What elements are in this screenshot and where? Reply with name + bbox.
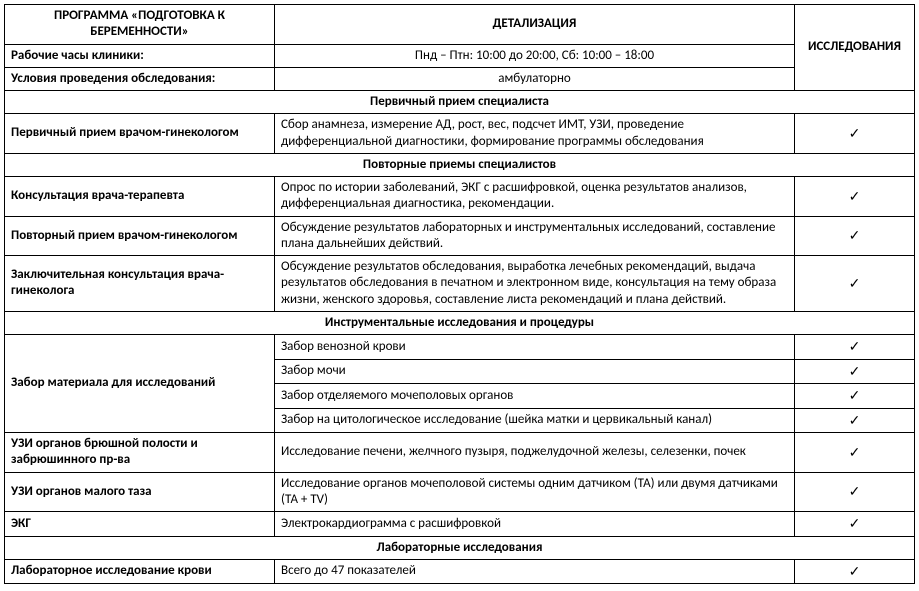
check-icon: ✓ xyxy=(795,559,915,584)
hours-value: Пнд – Птн: 10:00 до 20:00, Сб: 10:00 – 1… xyxy=(275,44,795,67)
service-name: Повторный прием врачом-гинекологом xyxy=(5,216,275,256)
section-row: Инструментальные исследования и процедур… xyxy=(5,311,915,334)
check-icon: ✓ xyxy=(795,384,915,409)
conditions-row: Условия проведения обследования: амбулат… xyxy=(5,67,915,90)
service-name: Лабораторное исследование крови xyxy=(5,559,275,584)
service-name: Консультация врача-терапевта xyxy=(5,177,275,217)
service-detail: Забор отделяемого мочеполовых органов xyxy=(275,384,795,409)
service-name: УЗИ органов брюшной полости и забрюшинно… xyxy=(5,433,275,473)
conditions-value: амбулаторно xyxy=(275,67,795,90)
section-row: Лабораторные исследования xyxy=(5,536,915,559)
table-row: Консультация врача-терапевта Опрос по ис… xyxy=(5,177,915,217)
table-row: Заключительная консультация врача-гинеко… xyxy=(5,256,915,312)
table-row: ЭКГ Электрокардиограмма с расшифровкой ✓ xyxy=(5,512,915,537)
check-icon: ✓ xyxy=(795,216,915,256)
service-name: Заключительная консультация врача-гинеко… xyxy=(5,256,275,312)
service-detail: Исследование печени, желчного пузыря, по… xyxy=(275,433,795,473)
header-detail: ДЕТАЛИЗАЦИЯ xyxy=(275,5,795,45)
service-name: Забор материала для исследований xyxy=(5,335,275,433)
service-detail: Сбор анамнеза, измерение АД, рост, вес, … xyxy=(275,114,795,154)
service-detail: Забор мочи xyxy=(275,359,795,384)
service-detail: Всего до 47 показателей xyxy=(275,559,795,584)
service-detail: Забор на цитологическое исследование (ше… xyxy=(275,408,795,433)
service-name: Первичный прием врачом-гинекологом xyxy=(5,114,275,154)
service-detail: Исследование органов мочеполовой системы… xyxy=(275,472,795,512)
section-primary: Первичный прием специалиста xyxy=(5,91,915,114)
check-icon: ✓ xyxy=(795,177,915,217)
header-row: ПРОГРАММА «ПОДГОТОВКА К БЕРЕМЕННОСТИ» ДЕ… xyxy=(5,5,915,45)
service-detail: Опрос по истории заболеваний, ЭКГ с расш… xyxy=(275,177,795,217)
section-row: Повторные приемы специалистов xyxy=(5,153,915,176)
check-icon: ✓ xyxy=(795,472,915,512)
section-instrumental: Инструментальные исследования и процедур… xyxy=(5,311,915,334)
service-detail: Забор венозной крови xyxy=(275,335,795,360)
check-icon: ✓ xyxy=(795,335,915,360)
table-row: Забор материала для исследований Забор в… xyxy=(5,335,915,360)
check-icon: ✓ xyxy=(795,433,915,473)
hours-label: Рабочие часы клиники: xyxy=(5,44,275,67)
program-table: ПРОГРАММА «ПОДГОТОВКА К БЕРЕМЕННОСТИ» ДЕ… xyxy=(4,4,915,584)
check-icon: ✓ xyxy=(795,256,915,312)
section-row: Первичный прием специалиста xyxy=(5,91,915,114)
table-row: Лабораторное исследование крови Всего до… xyxy=(5,559,915,584)
service-name: ЭКГ xyxy=(5,512,275,537)
check-icon: ✓ xyxy=(795,359,915,384)
conditions-label: Условия проведения обследования: xyxy=(5,67,275,90)
service-detail: Обсуждение результатов лабораторных и ин… xyxy=(275,216,795,256)
service-name: УЗИ органов малого таза xyxy=(5,472,275,512)
table-row: УЗИ органов брюшной полости и забрюшинно… xyxy=(5,433,915,473)
section-repeat: Повторные приемы специалистов xyxy=(5,153,915,176)
check-icon: ✓ xyxy=(795,512,915,537)
check-icon: ✓ xyxy=(795,408,915,433)
service-detail: Электрокардиограмма с расшифровкой xyxy=(275,512,795,537)
check-icon: ✓ xyxy=(795,114,915,154)
section-lab: Лабораторные исследования xyxy=(5,536,915,559)
service-detail: Обсуждение результатов обследования, выр… xyxy=(275,256,795,312)
table-row: Первичный прием врачом-гинекологом Сбор … xyxy=(5,114,915,154)
header-program: ПРОГРАММА «ПОДГОТОВКА К БЕРЕМЕННОСТИ» xyxy=(5,5,275,45)
header-research: ИССЛЕДОВАНИЯ xyxy=(795,5,915,91)
table-row: Повторный прием врачом-гинекологом Обсуж… xyxy=(5,216,915,256)
table-row: УЗИ органов малого таза Исследование орг… xyxy=(5,472,915,512)
hours-row: Рабочие часы клиники: Пнд – Птн: 10:00 д… xyxy=(5,44,915,67)
